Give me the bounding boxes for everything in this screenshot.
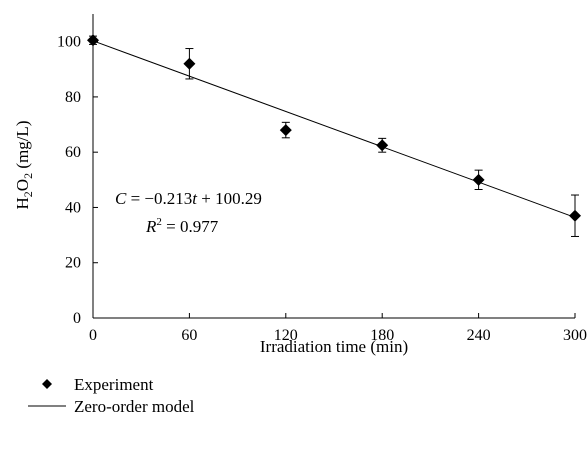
x-tick-label: 240 [467,327,491,344]
x-tick-label: 120 [274,327,298,344]
zero-order-model-line [92,40,576,218]
y-axis-title: H2O2 (mg/L) [13,121,35,210]
y-tick-label: 20 [65,255,81,272]
x-axis-title: Irradiation time (min) [260,337,408,356]
x-ticks: 0 60 120 180 240 300 [89,313,587,344]
x-tick-label: 0 [89,327,97,344]
experiment-point [183,57,196,70]
legend-model-label: Zero-order model [74,397,195,416]
y-tick-label: 60 [65,144,81,161]
y-ticks: 0 20 40 60 80 100 [57,34,98,327]
y-tick-label: 80 [65,89,81,106]
r-squared-annotation: R2 = 0.977 [145,216,219,236]
x-tick-label: 60 [181,327,197,344]
experiment-point [376,139,389,152]
legend-experiment-label: Experiment [74,375,154,394]
y-tick-label: 100 [57,34,81,51]
legend: Experiment Zero-order model [28,375,195,416]
experiment-point [87,34,99,47]
x-tick-label: 180 [370,327,394,344]
x-tick-label: 300 [563,327,587,344]
experiment-series [87,34,581,237]
experiment-point [569,209,581,222]
equation-annotation: C = −0.213t + 100.29 [115,189,262,208]
y-tick-label: 0 [73,310,81,327]
experiment-point [279,124,292,137]
experiment-point [472,173,485,186]
y-tick-label: 40 [65,199,81,216]
legend-experiment-marker [42,379,52,389]
